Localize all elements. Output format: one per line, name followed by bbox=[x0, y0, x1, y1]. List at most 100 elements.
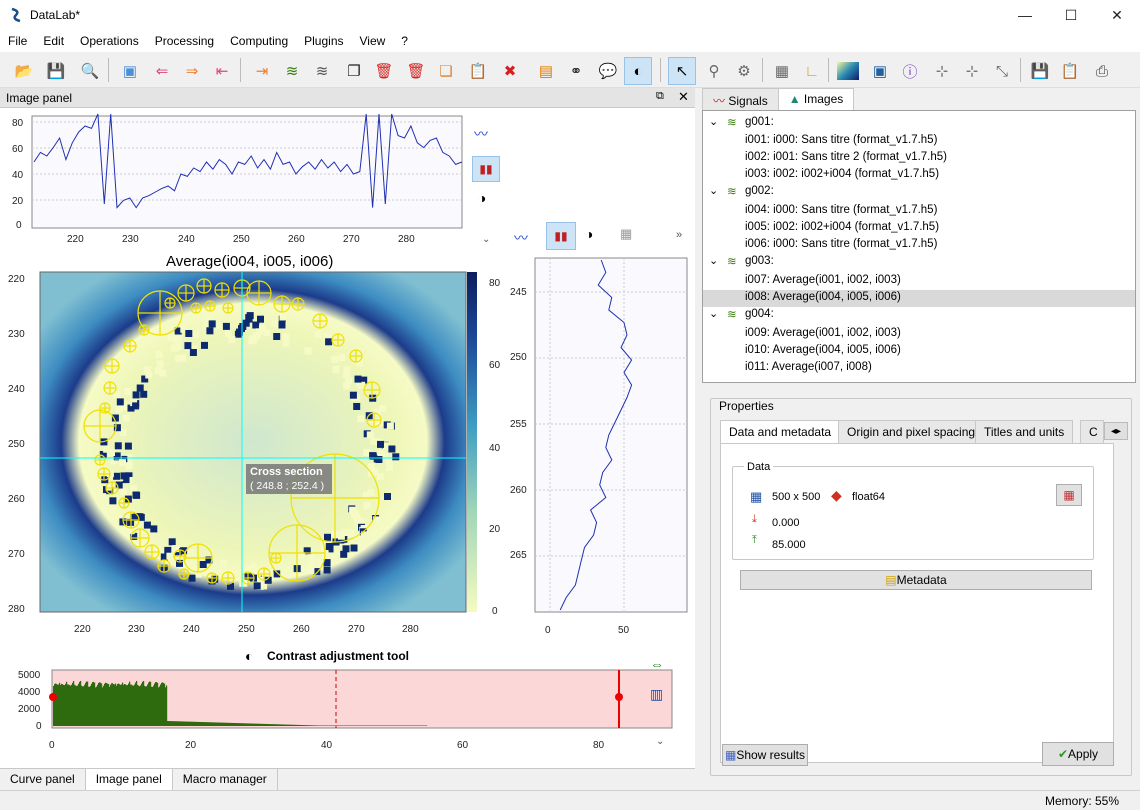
tree-item[interactable]: i002: i001: Sans titre 2 (format_v1.7.h5… bbox=[703, 150, 1135, 167]
tree-item[interactable]: i010: Average(i004, i005, i006) bbox=[703, 343, 1135, 360]
select-pointer-icon[interactable]: ↖ bbox=[668, 57, 696, 85]
menu-edit[interactable]: Edit bbox=[43, 34, 65, 48]
tab-images[interactable]: ▲ Images bbox=[777, 88, 855, 110]
copy-icon[interactable]: ❏ bbox=[439, 63, 453, 80]
menu-computing[interactable]: Computing bbox=[230, 34, 289, 48]
new-image-icon[interactable]: ▣ bbox=[122, 63, 138, 80]
save-icon[interactable]: 💾 bbox=[1030, 63, 1050, 80]
tab-signals[interactable]: 〰 Signals bbox=[702, 88, 779, 110]
move-to-group-icon[interactable]: ⇤ bbox=[215, 63, 229, 80]
contrast-tool-icon[interactable]: ◑ bbox=[478, 190, 487, 206]
tree-item[interactable]: i011: Average(i007, i008) bbox=[703, 360, 1135, 377]
histogram-tool-icon[interactable]: ▮▮ bbox=[472, 156, 500, 182]
tree-item[interactable]: i001: i000: Sans titre (format_v1.7.h5) bbox=[703, 133, 1135, 150]
float-icon[interactable]: ⧉ bbox=[656, 90, 664, 102]
comment-icon[interactable]: 💬 bbox=[598, 63, 618, 80]
menu-operations[interactable]: Operations bbox=[80, 34, 139, 48]
paste-icon[interactable]: 📋 bbox=[468, 63, 488, 80]
expand-contrast-icon[interactable]: ⌄ bbox=[656, 736, 665, 747]
more-tools-icon[interactable]: » bbox=[676, 229, 683, 241]
tree-group[interactable]: ⌄ ≋ g004: bbox=[703, 307, 1135, 324]
apply-button[interactable]: ✔ Apply bbox=[1042, 742, 1114, 766]
image-pixel bbox=[160, 553, 168, 561]
tab-image-panel[interactable]: Image panel bbox=[85, 769, 173, 790]
tree-item[interactable]: i008: Average(i004, i005, i006) bbox=[703, 290, 1135, 307]
binoculars-icon[interactable]: ⚭ bbox=[569, 63, 583, 80]
histogram-tool-icon-2[interactable]: ▮▮ bbox=[546, 222, 576, 250]
zoom-icon[interactable]: ⚲ bbox=[708, 63, 720, 80]
menu-view[interactable]: View bbox=[359, 34, 386, 48]
layers-icon[interactable]: ≋ bbox=[315, 63, 329, 80]
open-h5-icon[interactable]: 📂 bbox=[14, 63, 34, 80]
menu-help[interactable]: ? bbox=[401, 34, 408, 48]
menu-file[interactable]: File bbox=[8, 34, 28, 48]
move-up-icon[interactable]: ⇐ bbox=[155, 63, 169, 80]
full-range-icon[interactable]: ⇔ bbox=[650, 656, 664, 672]
eliminate-outliers-icon[interactable]: ▥ bbox=[650, 686, 664, 702]
delete-all-icon[interactable]: 🗑 bbox=[406, 63, 426, 80]
show-results-button[interactable]: ▦ Show results bbox=[722, 744, 808, 766]
axis-icon[interactable]: ∟ bbox=[804, 62, 820, 80]
new-group-icon[interactable]: ≋ bbox=[285, 63, 299, 80]
image-canvas[interactable] bbox=[40, 272, 466, 612]
view-data-button[interactable]: ▦ bbox=[1056, 484, 1082, 506]
tree-item[interactable]: i004: i000: Sans titre (format_v1.7.h5) bbox=[703, 203, 1135, 220]
tree-item[interactable]: i007: Average(i001, i002, i003) bbox=[703, 273, 1135, 290]
tab-curve-panel[interactable]: Curve panel bbox=[0, 769, 86, 790]
minimize-button[interactable]: — bbox=[1018, 7, 1032, 23]
info-icon[interactable]: ⓘ bbox=[902, 63, 918, 81]
tab-more[interactable]: C bbox=[1080, 420, 1104, 444]
image-stats-icon[interactable]: ▣ bbox=[872, 63, 888, 80]
tree-item[interactable]: i003: i002: i002+i004 (format_v1.7.h5) bbox=[703, 167, 1135, 184]
object-tree[interactable]: ⌄ ≋ g001: i001: i000: Sans titre (format_v1… bbox=[702, 110, 1136, 383]
contrast-tool-icon-2[interactable]: ◑ bbox=[585, 226, 594, 242]
copy-clipboard-icon[interactable]: 📋 bbox=[1060, 63, 1080, 80]
tab-data-metadata[interactable]: Data and metadata bbox=[720, 420, 841, 444]
min-handle-dot[interactable] bbox=[49, 693, 57, 701]
oblique-section-icon[interactable]: ⤡ bbox=[995, 62, 1008, 80]
maximize-button[interactable]: ☐ bbox=[1064, 6, 1078, 23]
settings-gear-icon[interactable]: ⚙ bbox=[737, 63, 751, 80]
tree-item[interactable]: i006: i000: Sans titre (format_v1.7.h5) bbox=[703, 237, 1135, 254]
contrast-icon[interactable]: ◐ bbox=[624, 57, 652, 85]
colormap-icon[interactable] bbox=[834, 57, 862, 85]
collapse-chevron-icon[interactable]: ⌄ bbox=[709, 255, 719, 267]
tree-item[interactable]: i009: Average(i001, i002, i003) bbox=[703, 326, 1135, 343]
tree-group[interactable]: ⌄ ≋ g002: bbox=[703, 184, 1135, 201]
tab-origin-spacing[interactable]: Origin and pixel spacing bbox=[838, 420, 985, 444]
add-to-group-icon[interactable]: ⇥ bbox=[255, 63, 269, 80]
curve-add-icon[interactable]: 〰 bbox=[474, 126, 488, 142]
save-h5-icon[interactable]: 💾 bbox=[46, 63, 66, 80]
tab-macro-manager[interactable]: Macro manager bbox=[173, 769, 278, 790]
grid-icon[interactable]: ▦ bbox=[774, 63, 790, 80]
histogram-bar bbox=[392, 725, 394, 726]
tab-titles-units[interactable]: Titles and units bbox=[975, 420, 1074, 444]
collapse-chevron-icon[interactable]: ⌄ bbox=[709, 308, 719, 320]
move-down-icon[interactable]: ⇒ bbox=[185, 63, 199, 80]
tree-item[interactable]: i005: i002: i002+i004 (format_v1.7.h5) bbox=[703, 220, 1135, 237]
tab-scroll-arrows-icon[interactable]: ◂▸ bbox=[1104, 422, 1128, 440]
remove-metadata-icon[interactable]: ✖ bbox=[503, 63, 517, 80]
collapse-chevron-icon[interactable]: ⌄ bbox=[709, 116, 719, 128]
curve-add-icon-2[interactable]: 〰 bbox=[514, 230, 528, 246]
delete-icon[interactable]: 🗑 bbox=[374, 63, 394, 80]
histogram-bar bbox=[57, 684, 59, 726]
tree-group[interactable]: ⌄ ≋ g001: bbox=[703, 115, 1135, 132]
browse-h5-icon[interactable]: 🔍 bbox=[80, 63, 100, 80]
export-table-icon[interactable]: ▤ bbox=[538, 63, 554, 80]
menu-plugins[interactable]: Plugins bbox=[304, 34, 344, 48]
cursor-label-title: Cross section bbox=[250, 466, 323, 478]
tree-group[interactable]: ⌄ ≋ g003: bbox=[703, 254, 1135, 271]
menu-processing[interactable]: Processing bbox=[154, 34, 215, 48]
close-panel-icon[interactable]: ✕ bbox=[678, 89, 689, 104]
print-icon[interactable]: ⎙ bbox=[1095, 62, 1108, 80]
metadata-button[interactable]: ▤ Metadata bbox=[740, 570, 1092, 590]
collapse-chevron-icon[interactable]: ⌄ bbox=[709, 185, 719, 197]
close-button[interactable]: ✕ bbox=[1111, 6, 1123, 23]
average-cross-section-icon[interactable]: ⊹ bbox=[965, 63, 979, 80]
duplicate-icon[interactable]: ❐ bbox=[347, 63, 361, 80]
max-handle-dot[interactable] bbox=[615, 693, 623, 701]
cross-section-icon[interactable]: ⊹ bbox=[935, 63, 949, 80]
expand-down-icon[interactable]: ⌄ bbox=[482, 234, 491, 245]
plot-canvas[interactable] bbox=[0, 108, 695, 768]
